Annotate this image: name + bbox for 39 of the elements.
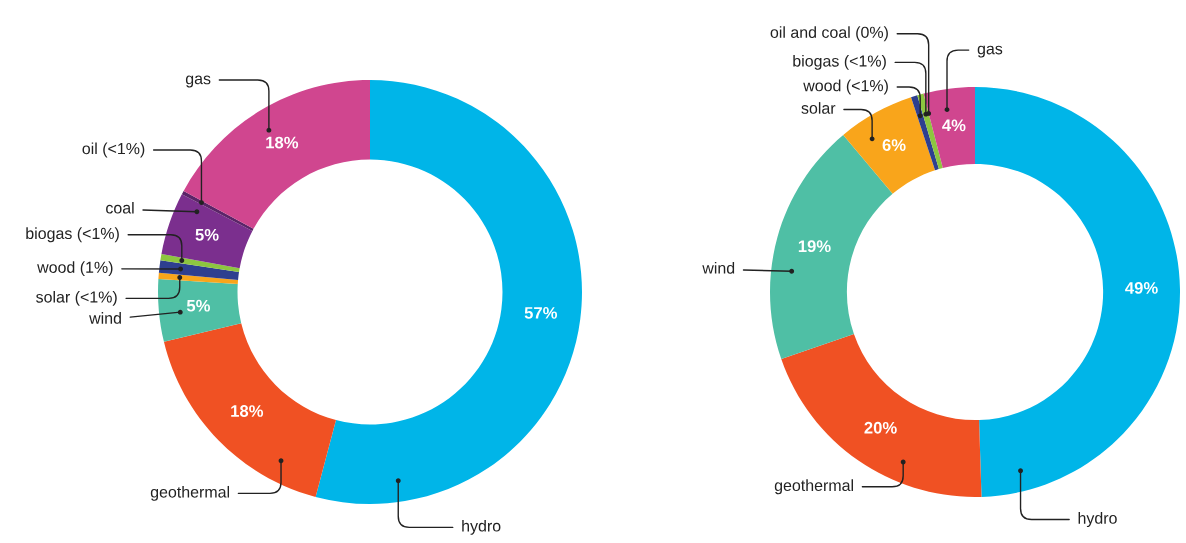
donut-slice bbox=[975, 87, 1180, 497]
data-label: 19% bbox=[798, 240, 831, 253]
data-label: 4% bbox=[942, 119, 966, 132]
slice-label: biogas (<1%) bbox=[793, 54, 886, 70]
slice-label: hydro bbox=[462, 519, 501, 535]
slice-label: gas bbox=[185, 75, 211, 88]
slice-label: geothermal bbox=[150, 485, 230, 501]
slice-label: hydro bbox=[1078, 512, 1117, 527]
donut-slice bbox=[917, 93, 943, 170]
data-label: 57% bbox=[524, 307, 558, 319]
slice-label: wood (<1%) bbox=[803, 79, 888, 95]
donut-slice bbox=[843, 97, 936, 194]
data-label: 5% bbox=[195, 228, 219, 241]
slice-label: biogas (<1%) bbox=[26, 227, 119, 243]
slice-label: oil (<1%) bbox=[82, 142, 145, 158]
donut-slice bbox=[158, 260, 239, 280]
slice-label: geothermal bbox=[774, 479, 853, 495]
donut-slice bbox=[315, 80, 582, 504]
donut-slice bbox=[181, 190, 254, 231]
data-label: 6% bbox=[882, 139, 906, 151]
slice-label: solar bbox=[801, 102, 836, 114]
slice-label: wood (1%) bbox=[37, 261, 113, 277]
data-label: 49% bbox=[1125, 282, 1158, 294]
data-label: 5% bbox=[186, 299, 211, 312]
slice-label: wind bbox=[702, 262, 735, 274]
donut-slice bbox=[911, 95, 939, 171]
slice-label: wind bbox=[89, 312, 121, 324]
donut-slice bbox=[158, 279, 242, 342]
slice-label: solar (<1%) bbox=[36, 290, 117, 306]
donut-slice bbox=[161, 194, 253, 269]
donut-slice bbox=[160, 253, 240, 273]
data-label: 18% bbox=[231, 405, 264, 417]
donut-slice bbox=[158, 272, 239, 284]
data-label: 18% bbox=[266, 136, 299, 149]
category-label: oil and coal (0%) bbox=[770, 26, 888, 42]
slice-label: coal bbox=[106, 201, 134, 214]
data-label: 20% bbox=[864, 421, 897, 434]
slice-label: gas bbox=[977, 45, 1003, 58]
donut-slice bbox=[923, 87, 975, 168]
